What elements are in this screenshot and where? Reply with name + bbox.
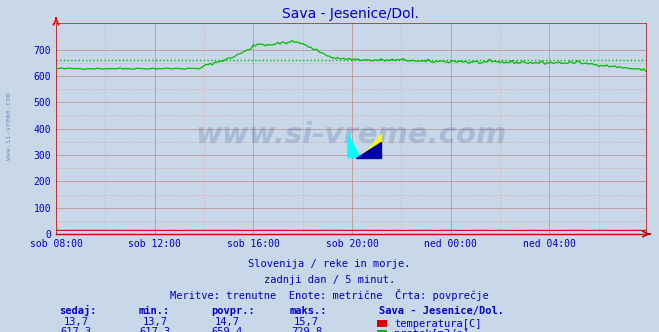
Text: 15,7: 15,7 — [294, 317, 319, 327]
Text: www.si-vreme.com: www.si-vreme.com — [5, 92, 12, 160]
Text: pretok[m3/s]: pretok[m3/s] — [394, 329, 469, 332]
Text: 617,3: 617,3 — [139, 327, 171, 332]
Polygon shape — [348, 134, 360, 158]
Text: 729,8: 729,8 — [291, 327, 322, 332]
Text: temperatura[C]: temperatura[C] — [394, 319, 482, 329]
Title: Sava - Jesenice/Dol.: Sava - Jesenice/Dol. — [283, 7, 419, 21]
Text: 13,7: 13,7 — [142, 317, 167, 327]
Text: Meritve: trenutne  Enote: metrične  Črta: povprečje: Meritve: trenutne Enote: metrične Črta: … — [170, 289, 489, 301]
Text: Slovenija / reke in morje.: Slovenija / reke in morje. — [248, 259, 411, 269]
Text: 617,3: 617,3 — [60, 327, 92, 332]
Text: 13,7: 13,7 — [63, 317, 88, 327]
Polygon shape — [360, 134, 381, 158]
Text: maks.:: maks.: — [290, 306, 328, 316]
Text: 14,7: 14,7 — [215, 317, 240, 327]
Text: min.:: min.: — [138, 306, 169, 316]
Text: 659,4: 659,4 — [212, 327, 243, 332]
Text: povpr.:: povpr.: — [211, 306, 254, 316]
Text: Sava - Jesenice/Dol.: Sava - Jesenice/Dol. — [379, 306, 504, 316]
Text: zadnji dan / 5 minut.: zadnji dan / 5 minut. — [264, 275, 395, 285]
Polygon shape — [356, 142, 381, 158]
Text: www.si-vreme.com: www.si-vreme.com — [195, 121, 507, 149]
Text: sedaj:: sedaj: — [59, 305, 97, 316]
